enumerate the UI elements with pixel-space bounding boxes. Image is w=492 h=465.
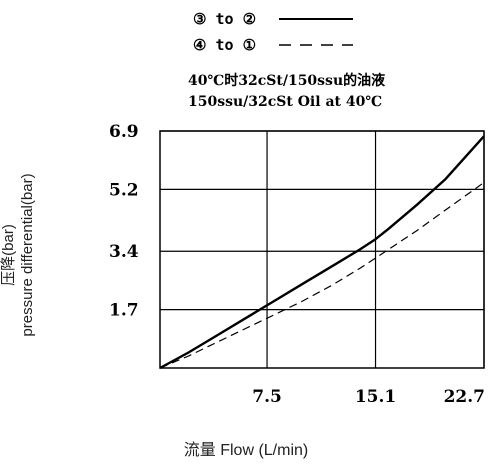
series-line-solid <box>159 135 485 370</box>
oil-condition-cn: 40℃时32cSt/150ssu的油液 <box>188 73 386 89</box>
legend-item-solid: ③ to ② <box>193 6 353 32</box>
x-tick-label: 22.7 <box>444 387 485 407</box>
legend-label: ④ to ① <box>193 36 257 54</box>
plot-frame <box>159 130 485 369</box>
legend-solid-line-icon <box>279 18 353 20</box>
y-tick-label: 5.2 <box>109 180 139 200</box>
legend-label: ③ to ② <box>193 10 257 28</box>
y-tick-label: 6.9 <box>109 122 139 142</box>
legend: ③ to ② ④ to ① <box>193 6 353 58</box>
oil-condition-en: 150ssu/32cSt Oil at 40℃ <box>188 94 383 110</box>
legend-item-dashed: ④ to ① <box>193 32 353 58</box>
series-line-dashed <box>159 182 485 369</box>
y-tick-label: 3.4 <box>109 242 139 262</box>
tick-labels: 1.7 3.4 5.2 6.9 7.5 15.1 22.7 <box>109 122 485 407</box>
x-tick-label: 7.5 <box>252 387 282 407</box>
grid <box>159 130 485 369</box>
y-tick-label: 1.7 <box>109 301 139 321</box>
series-lines <box>159 135 485 370</box>
x-axis-label: 流量 Flow (L/min) <box>183 442 309 459</box>
x-tick-label: 15.1 <box>355 387 396 407</box>
